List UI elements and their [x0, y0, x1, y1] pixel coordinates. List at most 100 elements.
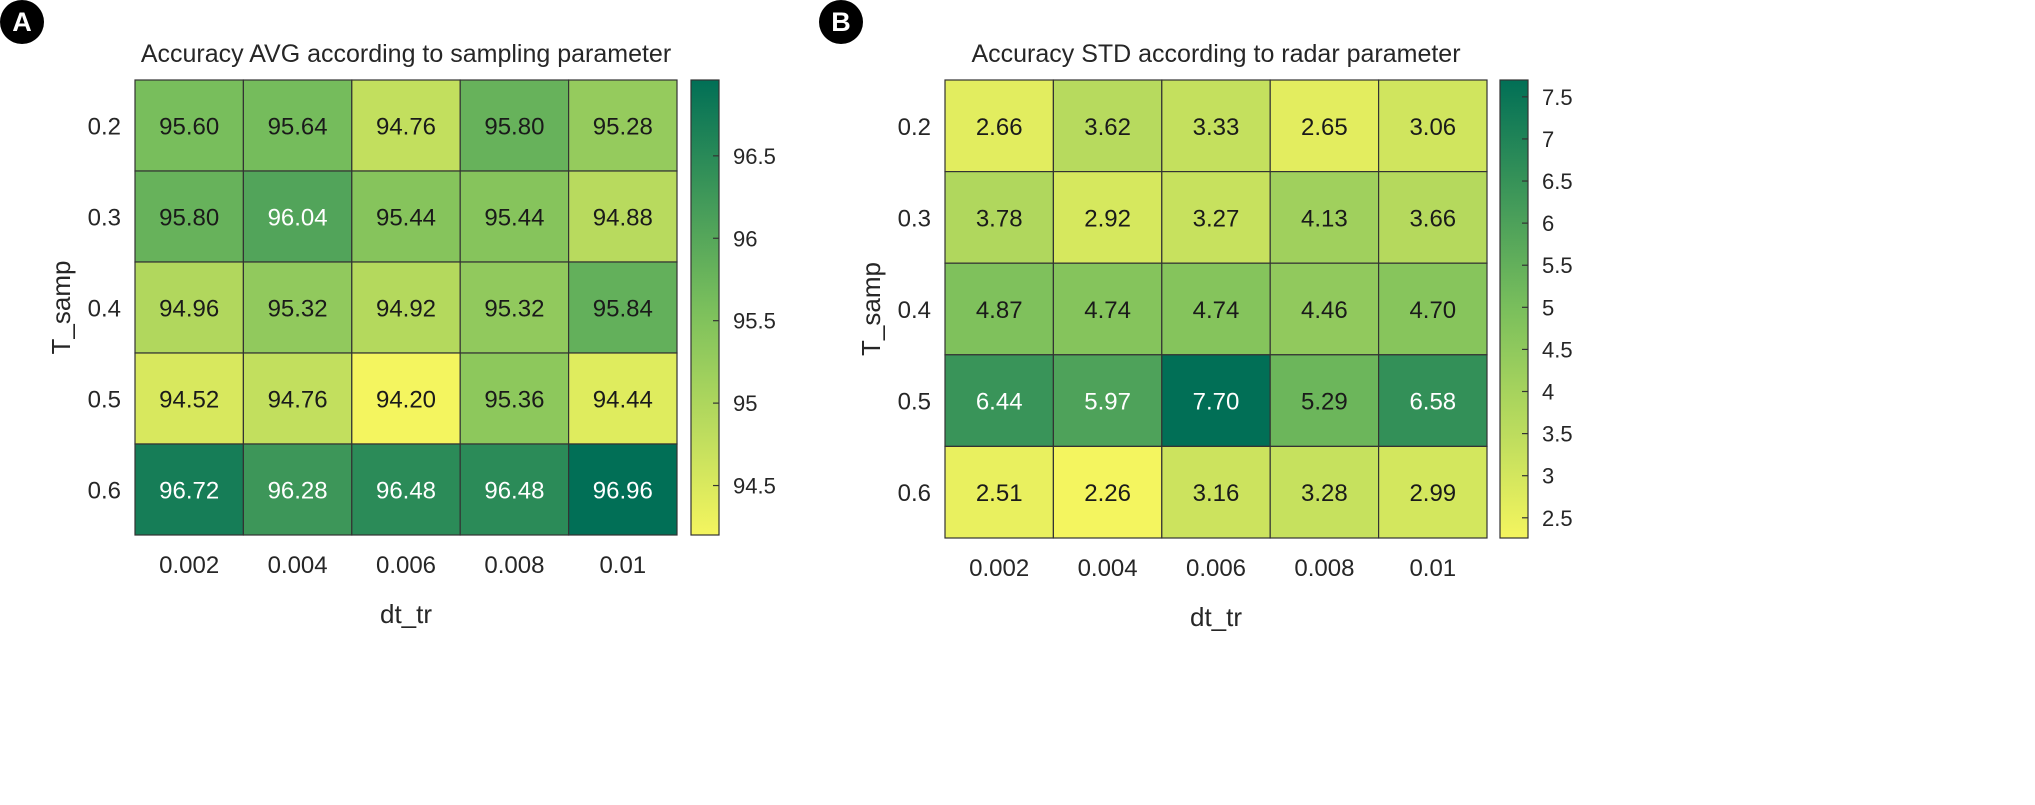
cell-value-label: 95.44 [376, 205, 436, 232]
cell-value-label: 95.80 [159, 205, 219, 232]
heatmap-cell [944, 262, 1055, 356]
x-tick-label: 0.004 [1078, 555, 1138, 582]
colorbar-tick-label: 4 [1542, 380, 1554, 405]
x-axis-label: dt_tr [1190, 602, 1242, 632]
cell-value-label: 95.60 [159, 114, 219, 141]
y-tick-label: 0.5 [88, 387, 121, 414]
cell-value-label: 2.99 [1409, 480, 1456, 507]
heatmap-cell [567, 352, 678, 445]
heatmap-cell [944, 445, 1055, 539]
cell-value-label: 6.44 [976, 389, 1023, 416]
cell-value-label: 6.58 [1409, 389, 1456, 416]
cell-value-label: 95.80 [484, 114, 544, 141]
cell-value-label: 94.52 [159, 387, 219, 414]
colorbar-tick-label: 5 [1542, 295, 1554, 320]
heatmap-cell [1377, 171, 1488, 264]
cell-value-label: 5.97 [1084, 389, 1131, 416]
cell-value-label: 96.48 [376, 478, 436, 505]
x-tick-label: 0.008 [1294, 555, 1354, 582]
cell-value-label: 3.28 [1301, 480, 1348, 507]
colorbar [1499, 79, 1529, 539]
colorbar-tick-label: 7.5 [1542, 85, 1573, 110]
colorbar-tick-label: 95 [733, 391, 757, 416]
cell-value-label: 95.36 [484, 387, 544, 414]
colorbar-tick-label: 96 [733, 226, 757, 251]
cell-value-label: 94.88 [593, 205, 653, 232]
y-tick-label: 0.6 [898, 480, 931, 507]
cell-value-label: 3.33 [1193, 114, 1240, 141]
heatmap-cell [134, 261, 245, 354]
y-tick-label: 0.2 [898, 114, 931, 141]
heatmap-cell [351, 170, 461, 263]
cell-value-label: 4.70 [1409, 297, 1456, 324]
heatmap-cell [1052, 79, 1163, 173]
y-tick-label: 0.5 [898, 389, 931, 416]
cell-value-label: 96.28 [268, 478, 328, 505]
cell-value-label: 2.65 [1301, 114, 1348, 141]
cell-value-label: 4.46 [1301, 297, 1348, 324]
heatmap-cell [944, 171, 1055, 264]
heatmap-cell [242, 170, 353, 263]
x-tick-label: 0.004 [268, 552, 328, 579]
cell-value-label: 4.74 [1084, 297, 1131, 324]
cell-value-label: 3.78 [976, 205, 1023, 232]
cell-value-label: 95.32 [268, 296, 328, 323]
colorbar-tick-label: 94.5 [733, 474, 776, 499]
panel-label: B [831, 7, 851, 37]
cell-value-label: 95.84 [593, 296, 653, 323]
colorbar-tick-label: 6 [1542, 211, 1554, 236]
heatmap-cell [1052, 354, 1163, 447]
heatmap-panel-a: A Accuracy AVG according to sampling para… [0, 0, 776, 629]
cell-value-label: 96.96 [593, 478, 653, 505]
colorbar-tick-label: 7 [1542, 127, 1554, 152]
heatmap-cell [459, 170, 570, 263]
heatmap-cell [1269, 262, 1380, 356]
heatmap-cell [459, 352, 570, 445]
cell-value-label: 94.76 [376, 114, 436, 141]
cell-value-label: 4.74 [1193, 297, 1240, 324]
heatmap-cell [1377, 79, 1488, 173]
panel-badge [819, 0, 863, 44]
cell-value-label: 2.51 [976, 480, 1023, 507]
y-tick-label: 0.3 [88, 205, 121, 232]
x-tick-label: 0.01 [599, 552, 646, 579]
panel-label: A [12, 7, 32, 37]
colorbar [690, 79, 720, 536]
cell-value-label: 94.44 [593, 387, 653, 414]
colorbar-tick-label: 95.5 [733, 309, 776, 334]
colorbar-tick-label: 3.5 [1542, 422, 1573, 447]
heatmap-cell [242, 443, 353, 536]
cell-value-label: 3.16 [1193, 480, 1240, 507]
cell-value-label: 94.20 [376, 387, 436, 414]
cell-value-label: 96.48 [484, 478, 544, 505]
cell-value-label: 2.66 [976, 114, 1023, 141]
cell-value-label: 95.64 [268, 114, 328, 141]
heatmap-cell [351, 352, 461, 445]
heatmap-cell [944, 79, 1055, 173]
heatmap-cell [1161, 354, 1271, 447]
heatmap-cell [1269, 354, 1380, 447]
heatmap-cell [1377, 262, 1488, 356]
heatmap-cell [567, 79, 678, 172]
cell-value-label: 4.13 [1301, 205, 1348, 232]
colorbar-tick-label: 4.5 [1542, 337, 1573, 362]
chart-title: Accuracy AVG according to sampling param… [141, 40, 671, 68]
x-axis-label: dt_tr [380, 599, 432, 629]
cell-value-label: 4.87 [976, 297, 1023, 324]
x-tick-label: 0.008 [484, 552, 544, 579]
heatmap-cell [1269, 171, 1380, 264]
cell-value-label: 2.92 [1084, 205, 1131, 232]
cell-value-label: 3.62 [1084, 114, 1131, 141]
cell-value-label: 95.28 [593, 114, 653, 141]
cell-value-label: 5.29 [1301, 389, 1348, 416]
cell-value-label: 94.92 [376, 296, 436, 323]
heatmap-cell [351, 261, 461, 354]
cell-value-label: 7.70 [1193, 389, 1240, 416]
colorbar-tick-label: 2.5 [1542, 506, 1573, 531]
colorbar-tick-label: 3 [1542, 464, 1554, 489]
heatmap-panel-b: B Accuracy STD according to radar paramet… [819, 0, 1573, 632]
x-tick-label: 0.006 [1186, 555, 1246, 582]
cell-value-label: 95.44 [484, 205, 544, 232]
